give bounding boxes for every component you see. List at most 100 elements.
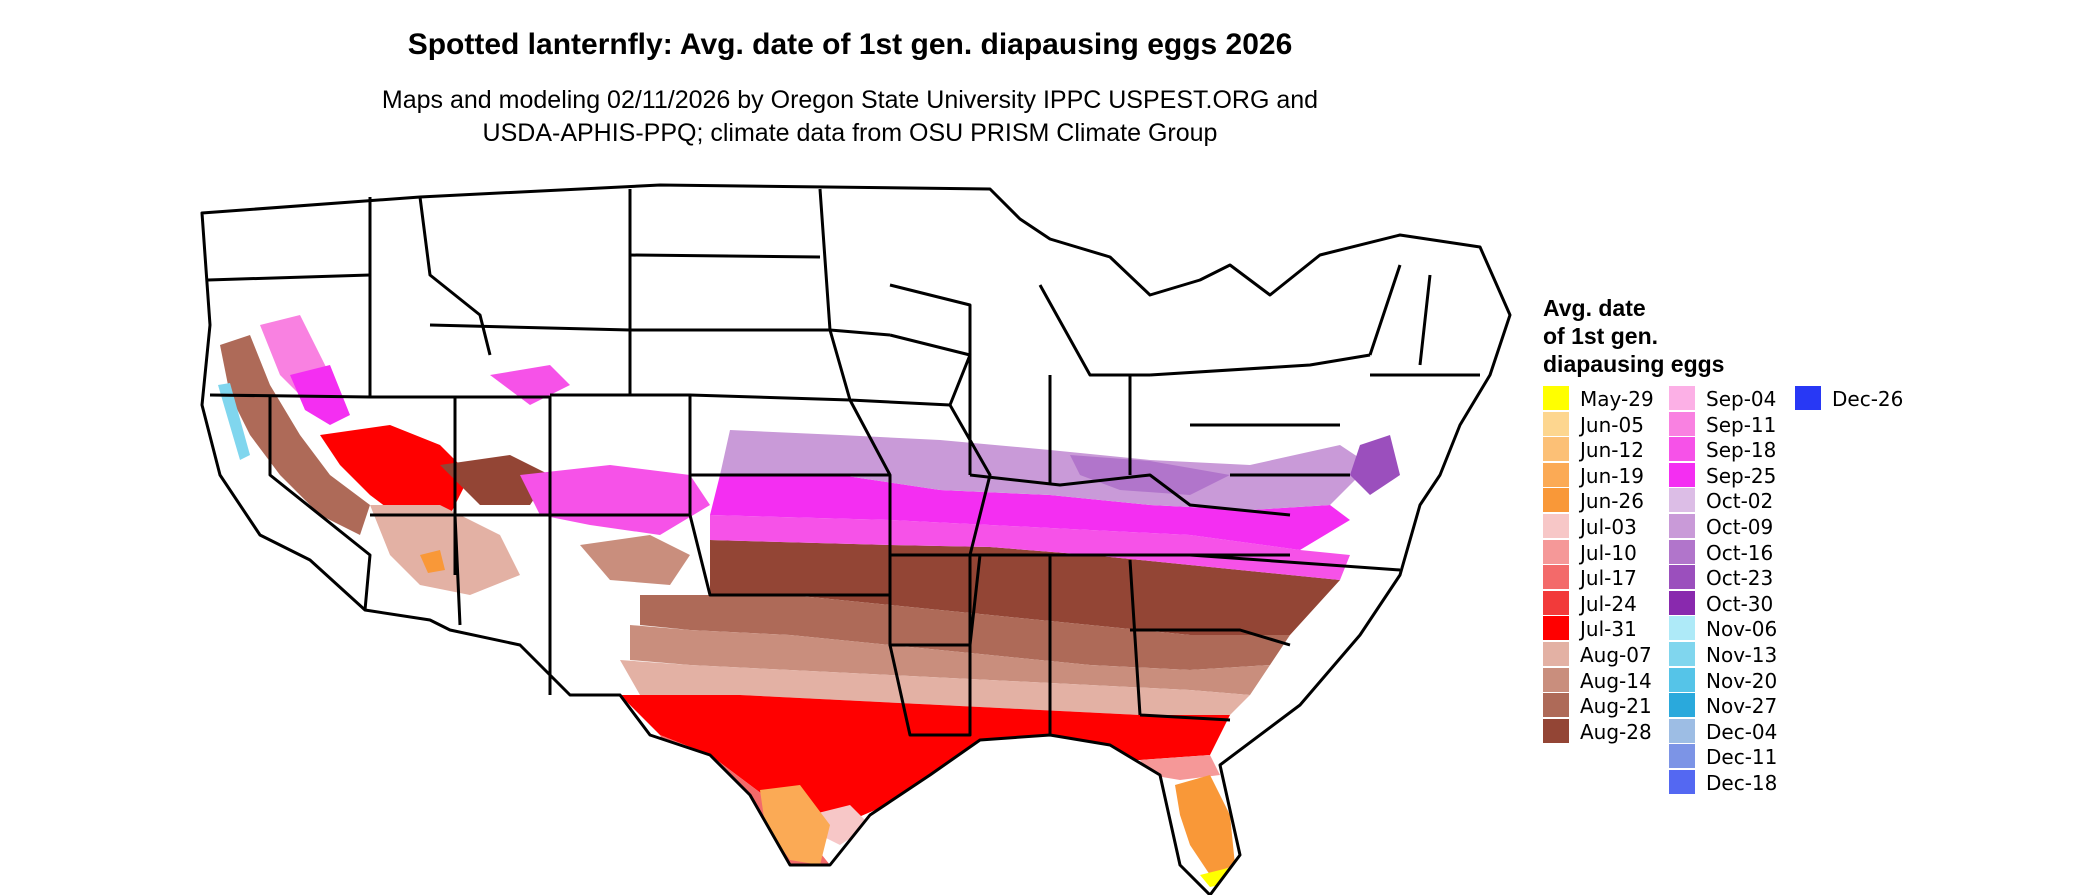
legend-label: Jun-12 bbox=[1580, 438, 1644, 463]
legend-swatch bbox=[1669, 488, 1695, 513]
border-pa-ny bbox=[1149, 353, 1371, 427]
phenology-raster bbox=[218, 315, 1400, 887]
legend-label: Jul-10 bbox=[1580, 540, 1637, 565]
state-boundaries bbox=[200, 183, 1512, 895]
zone-aug-28-north bbox=[710, 540, 1340, 635]
legend-label: Aug-28 bbox=[1580, 719, 1652, 744]
legend-swatch bbox=[1669, 590, 1695, 615]
map-title: Spotted lanternfly: Avg. date of 1st gen… bbox=[407, 28, 1293, 61]
border-va-nc bbox=[1189, 473, 1401, 572]
legend-title-line-3: diapausing eggs bbox=[1543, 351, 1725, 377]
legend-label: Dec-11 bbox=[1706, 745, 1778, 770]
legend-swatch bbox=[1669, 616, 1695, 641]
legend-title: Avg. date of 1st gen. diapausing eggs bbox=[1543, 294, 1724, 378]
legend-swatch bbox=[1543, 590, 1569, 615]
border-il-in bbox=[968, 355, 1132, 485]
legend-label: Jun-19 bbox=[1580, 463, 1644, 488]
legend-swatch bbox=[1669, 667, 1695, 692]
legend-swatch bbox=[1543, 411, 1569, 436]
legend-label: Aug-07 bbox=[1580, 643, 1652, 667]
border-mo bbox=[848, 399, 992, 557]
legend-label: Sep-04 bbox=[1706, 387, 1777, 411]
zone-aug-21 bbox=[640, 595, 1290, 670]
subtitle-line-1: Maps and modeling 02/11/2026 by Oregon S… bbox=[381, 86, 1319, 114]
legend-swatch bbox=[1669, 642, 1695, 666]
zone-aug-14 bbox=[630, 625, 1270, 695]
border-ms-al bbox=[968, 555, 1142, 735]
zone-aug-21-ca bbox=[220, 335, 370, 535]
border-ok-tx bbox=[550, 475, 890, 597]
legend-swatch bbox=[1669, 386, 1695, 410]
legend-swatch bbox=[1543, 565, 1569, 590]
legend-swatch bbox=[1669, 539, 1695, 564]
legend-label: Dec-26 bbox=[1832, 387, 1904, 411]
zone-nov-13-coast bbox=[218, 383, 250, 460]
zone-aug-28-az bbox=[440, 455, 550, 505]
border-or-ca bbox=[209, 393, 371, 399]
legend-label: Jul-24 bbox=[1580, 591, 1637, 616]
legend-swatch bbox=[1543, 539, 1569, 564]
legend-label: Nov-27 bbox=[1706, 694, 1778, 719]
zone-aug-07-az bbox=[370, 505, 520, 595]
legend-label: Jun-05 bbox=[1580, 412, 1644, 437]
legend-swatch bbox=[1669, 770, 1695, 794]
legend-label: Sep-18 bbox=[1706, 438, 1777, 463]
legend-swatch bbox=[1543, 616, 1569, 641]
legend-label: Jul-31 bbox=[1580, 617, 1637, 642]
map-subtitle: Maps and modeling 02/11/2026 by Oregon S… bbox=[0, 84, 1700, 150]
zone-sep-18-south bbox=[710, 515, 1350, 580]
border-wi-mi bbox=[889, 283, 1150, 377]
legend-title-line-2: of 1st gen. bbox=[1543, 323, 1659, 349]
border-ky-oh bbox=[969, 473, 1291, 517]
border-nd-sd bbox=[629, 253, 821, 259]
legend-swatch bbox=[1669, 411, 1695, 436]
legend-label: Oct-30 bbox=[1706, 591, 1774, 616]
legend-swatch bbox=[1543, 667, 1569, 692]
zone-jun-19-texas bbox=[760, 785, 830, 865]
legend: Avg. date of 1st gen. diapausing eggs Ma… bbox=[1543, 294, 1903, 795]
legend-label: Nov-13 bbox=[1706, 643, 1778, 667]
zone-sep-25 bbox=[710, 475, 1350, 550]
us-outline bbox=[200, 183, 1512, 895]
legend-label: May-29 bbox=[1580, 387, 1654, 411]
legend-label: Nov-20 bbox=[1706, 668, 1778, 693]
legend-swatch bbox=[1669, 462, 1695, 487]
border-id-mt bbox=[418, 196, 492, 356]
legend-swatch bbox=[1543, 437, 1569, 462]
zone-sep-18-nm bbox=[520, 465, 710, 535]
zone-oct-23-va bbox=[1350, 435, 1400, 495]
legend-label: Aug-21 bbox=[1580, 694, 1652, 719]
border-ga-sc-fl bbox=[1130, 628, 1291, 722]
legend-swatch bbox=[1543, 514, 1569, 538]
zone-oct-09 bbox=[720, 430, 1370, 510]
border-new-england bbox=[1368, 264, 1480, 377]
subtitle-line-2: USDA-APHIS-PPQ; climate data from OSU PR… bbox=[482, 119, 1218, 147]
border-ne-ks bbox=[689, 393, 851, 402]
legend-swatch bbox=[1543, 693, 1569, 718]
border-ar bbox=[888, 554, 982, 647]
legend-label: Jun-26 bbox=[1580, 489, 1644, 514]
legend-swatch bbox=[1669, 565, 1695, 590]
legend-label: Oct-02 bbox=[1706, 489, 1774, 514]
legend-title-line-1: Avg. date bbox=[1543, 295, 1646, 321]
zone-jun-26-az bbox=[420, 550, 445, 573]
zone-aug-07 bbox=[620, 660, 1250, 715]
legend-label: Oct-23 bbox=[1706, 566, 1774, 591]
legend-swatch bbox=[1669, 437, 1695, 462]
legend-swatch bbox=[1543, 718, 1569, 743]
legend-swatch bbox=[1543, 462, 1569, 487]
legend-swatch bbox=[1669, 514, 1695, 538]
legend-label: Sep-11 bbox=[1706, 412, 1777, 437]
zone-jun-26-florida bbox=[1175, 775, 1235, 875]
border-ca-nv bbox=[268, 397, 372, 611]
legend-swatch bbox=[1669, 693, 1695, 718]
us-map bbox=[200, 183, 1512, 895]
zone-aug-14-nm bbox=[580, 535, 690, 585]
legend-swatch bbox=[1543, 386, 1569, 410]
legend-label: Jul-03 bbox=[1580, 515, 1637, 539]
legend-label: Aug-14 bbox=[1580, 668, 1652, 693]
legend-swatch bbox=[1669, 718, 1695, 743]
zone-jul-31-az bbox=[320, 425, 470, 525]
legend-label: Oct-16 bbox=[1706, 540, 1774, 565]
legend-label: Dec-18 bbox=[1706, 771, 1778, 795]
